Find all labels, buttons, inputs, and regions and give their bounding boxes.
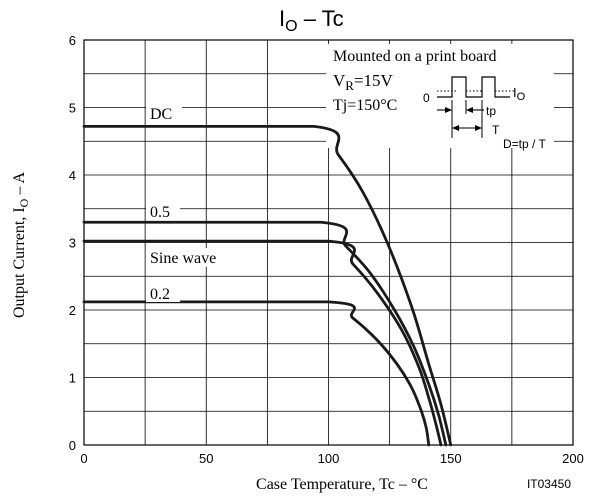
ylabel-rest: – A: [11, 172, 28, 199]
pulse-zero: 0: [423, 91, 430, 105]
label-05: 0.5: [150, 204, 170, 221]
y-tick-label: 1: [69, 371, 76, 386]
figure-code: IT03450: [527, 477, 571, 491]
label-dc: DC: [150, 106, 172, 123]
series-labels: DC 0.5 Sine wave 0.2: [146, 104, 242, 303]
curves: [82, 125, 453, 447]
condition-mounting: Mounted on a print board: [333, 48, 497, 65]
y-tick-label: 5: [69, 101, 76, 116]
x-tick-labels: 0 50 100 150 200: [80, 451, 583, 466]
y-tick-label: 4: [69, 168, 76, 183]
x-tick-label: 200: [562, 451, 584, 466]
conditions-annotation: Mounted on a print board VR=15V Tj=150°C…: [333, 48, 546, 151]
y-axis-label: Output Current, IO – A: [11, 172, 31, 318]
label-02: 0.2: [150, 286, 170, 303]
y-tick-label: 2: [69, 303, 76, 318]
pulse-waveform-inset: 0 IO tp T D=tp / T: [423, 76, 546, 151]
pulse-duty: D=tp / T: [503, 137, 546, 151]
pulse-T: T: [492, 123, 500, 137]
x-tick-label: 50: [199, 451, 213, 466]
x-axis-label: Case Temperature, Tc – °C: [256, 476, 428, 493]
ylabel-main: Output Current, I: [11, 207, 28, 318]
x-tick-label: 0: [80, 451, 87, 466]
y-tick-label: 0: [69, 438, 76, 453]
annotation-background: [326, 44, 554, 148]
y-tick-label: 6: [69, 33, 76, 48]
condition-tj: Tj=150°C: [333, 97, 397, 114]
y-tick-labels: 0 1 2 3 4 5 6: [69, 33, 76, 453]
ylabel-sub: O: [17, 198, 31, 207]
pulse-tp: tp: [486, 104, 496, 118]
pulse-io: IO: [513, 85, 526, 103]
series-line-0-5: [82, 220, 448, 447]
chart-title: IO – Tc: [279, 6, 344, 35]
series-line-sine-wave: [82, 239, 443, 447]
series-line-0-2: [82, 300, 431, 447]
title-rest: – Tc: [298, 6, 344, 31]
title-sub: O: [285, 18, 297, 35]
label-sine-wave: Sine wave: [150, 250, 216, 267]
y-tick-label: 3: [69, 236, 76, 251]
condition-vr: VR=15V: [333, 71, 394, 93]
x-tick-label: 150: [440, 451, 462, 466]
series-line-dc: [82, 125, 453, 447]
title-main: I: [279, 6, 285, 31]
x-tick-label: 100: [318, 451, 340, 466]
